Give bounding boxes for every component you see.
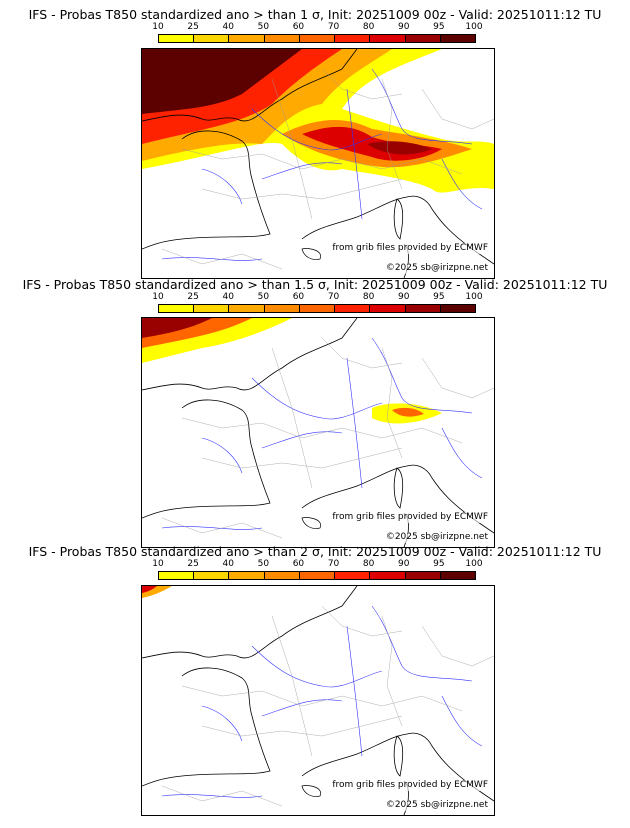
colorbar-tick-label: 40 <box>222 22 234 32</box>
colorbar-tick-label: 95 <box>433 22 445 32</box>
colorbar-swatch <box>335 305 371 312</box>
colorbar-tick-label: 10 <box>152 292 164 302</box>
colorbar-swatch <box>440 305 475 312</box>
colorbar-tick-label: 100 <box>465 559 483 569</box>
source-credit: from grib files provided by ECMWF <box>332 243 488 254</box>
colorbar-tick-label: 40 <box>222 292 234 302</box>
source-credit: from grib files provided by ECMWF <box>332 512 488 523</box>
colorbar-tick-label: 70 <box>327 559 340 569</box>
colorbar-tick-label: 50 <box>257 292 270 302</box>
colorbar-swatch <box>405 305 441 312</box>
colorbar-tick-label: 10 <box>152 559 164 569</box>
colorbar-tick-label: 10 <box>152 22 164 32</box>
colorbar-swatch <box>264 305 300 312</box>
colorbar-ticks: 10 25 40 50 60 70 80 90 95 100 <box>150 559 490 570</box>
colorbar-swatch <box>299 35 336 42</box>
map-panel-1: from grib files provided by ECMWF ©2025 … <box>141 48 495 279</box>
colorbar-swatch <box>264 572 300 579</box>
colorbar-swatch <box>159 572 195 579</box>
map-panel-3: from grib files provided by ECMWF ©2025 … <box>141 585 495 816</box>
colorbar-tick-label: 80 <box>362 22 375 32</box>
colorbar-swatch <box>299 305 336 312</box>
colorbar-tick-label: 80 <box>362 559 375 569</box>
colorbar-swatch <box>405 35 441 42</box>
colorbar-ticks: 10 25 40 50 60 70 80 90 95 100 <box>150 292 490 303</box>
colorbar-tick-label: 25 <box>187 559 199 569</box>
colorbar-tick-label: 25 <box>187 22 199 32</box>
colorbar-swatch <box>335 35 371 42</box>
colorbar-swatch <box>194 305 230 312</box>
colorbar-swatch <box>370 572 406 579</box>
colorbar-swatch <box>440 35 475 42</box>
panel-2-title: IFS - Probas T850 standardized ano > tha… <box>22 277 608 292</box>
colorbar-swatch <box>159 305 195 312</box>
colorbar-ticks: 10 25 40 50 60 70 80 90 95 100 <box>150 22 490 33</box>
colorbar-tick-label: 70 <box>327 22 340 32</box>
colorbar-tick-label: 100 <box>465 292 483 302</box>
colorbar-swatch <box>194 572 230 579</box>
copyright-credit: ©2025 sb@irizpne.net <box>385 532 488 543</box>
colorbar-swatch <box>440 572 475 579</box>
colorbar-swatch <box>370 305 406 312</box>
colorbar-tick-label: 50 <box>257 22 270 32</box>
colorbar-tick-label: 95 <box>433 559 445 569</box>
colorbar-swatch <box>159 35 195 42</box>
colorbar-swatch <box>299 572 336 579</box>
panel-1-title: IFS - Probas T850 standardized ano > tha… <box>28 7 602 22</box>
colorbar-tick-label: 90 <box>398 559 410 569</box>
source-credit: from grib files provided by ECMWF <box>332 780 488 791</box>
colorbar-swatch <box>405 572 441 579</box>
colorbar-swatch <box>229 35 265 42</box>
colorbar-tick-label: 90 <box>398 292 410 302</box>
colorbar-tick-label: 70 <box>327 292 340 302</box>
colorbar-tick-label: 50 <box>257 559 270 569</box>
colorbar-tick-label: 60 <box>292 292 305 302</box>
colorbar-tick-label: 25 <box>187 292 199 302</box>
colorbar-tick-label: 80 <box>362 292 375 302</box>
colorbar-swatch <box>229 305 265 312</box>
colorbar-tick-label: 40 <box>222 559 234 569</box>
colorbar-tick-label: 100 <box>465 22 483 32</box>
colorbar <box>158 34 476 43</box>
colorbar-tick-label: 90 <box>398 22 410 32</box>
colorbar <box>158 571 476 580</box>
colorbar-swatch <box>264 35 300 42</box>
copyright-credit: ©2025 sb@irizpne.net <box>385 263 488 274</box>
colorbar-tick-label: 95 <box>433 292 445 302</box>
copyright-credit: ©2025 sb@irizpne.net <box>385 800 488 811</box>
colorbar-swatch <box>194 35 230 42</box>
colorbar-swatch <box>335 572 371 579</box>
colorbar-swatch <box>229 572 265 579</box>
colorbar <box>158 304 476 313</box>
map-panel-2: from grib files provided by ECMWF ©2025 … <box>141 317 495 548</box>
colorbar-tick-label: 60 <box>292 22 305 32</box>
colorbar-tick-label: 60 <box>292 559 305 569</box>
panel-3-title: IFS - Probas T850 standardized ano > tha… <box>28 544 602 559</box>
colorbar-swatch <box>370 35 406 42</box>
